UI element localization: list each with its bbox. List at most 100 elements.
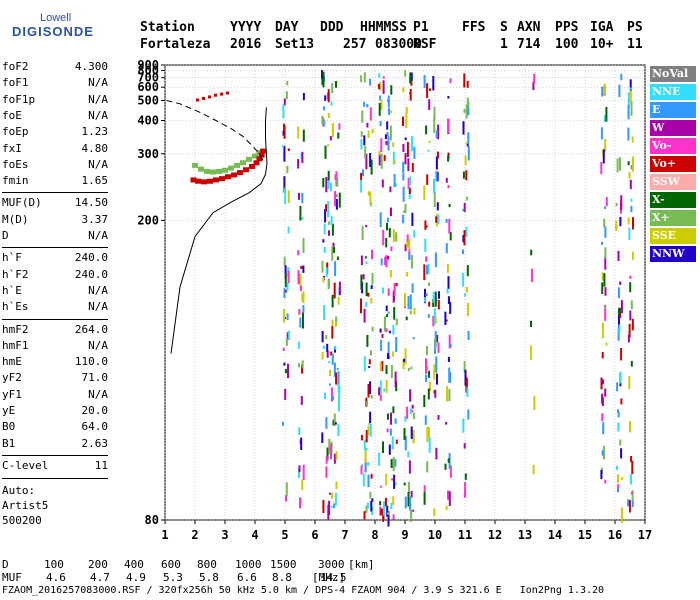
- interference-mark: [301, 193, 304, 204]
- x-trace-point: [252, 153, 258, 159]
- interference-mark: [436, 151, 439, 159]
- interference-mark: [435, 130, 438, 139]
- interference-mark: [630, 456, 633, 463]
- interference-mark: [603, 83, 606, 95]
- interference-mark: [395, 336, 398, 353]
- interference-mark: [333, 247, 335, 253]
- interference-mark: [383, 316, 386, 332]
- interference-mark: [449, 231, 452, 241]
- header-label: FFS: [462, 20, 486, 35]
- param-name: MUF(D): [2, 196, 42, 210]
- legend-item: SSE: [650, 228, 696, 244]
- header-label: P1: [413, 20, 429, 35]
- interference-mark: [425, 293, 428, 297]
- interference-mark: [616, 465, 618, 470]
- interference-mark: [334, 174, 337, 180]
- x-trace-point: [222, 167, 228, 173]
- interference-mark: [425, 125, 428, 135]
- param-row: hmF2 264.0: [2, 323, 108, 338]
- interference-mark: [327, 89, 330, 103]
- interference-mark: [379, 121, 382, 127]
- interference-mark: [631, 251, 634, 260]
- interference-mark: [383, 388, 386, 392]
- interference-mark: [409, 496, 412, 511]
- interference-mark: [616, 382, 619, 392]
- param-value: 264.0: [74, 322, 108, 336]
- x-trace-point: [234, 162, 240, 168]
- interference-mark: [627, 92, 630, 108]
- interference-mark: [298, 467, 300, 478]
- interference-mark: [330, 443, 332, 460]
- interference-mark: [436, 202, 439, 211]
- interference-mark: [389, 125, 392, 141]
- interference-mark: [620, 348, 623, 361]
- interference-mark: [297, 341, 300, 349]
- param-name: foF1p: [2, 92, 36, 106]
- param-row: fmin 1.65: [2, 174, 108, 189]
- interference-mark: [433, 191, 436, 207]
- interference-mark: [282, 309, 285, 323]
- interference-mark: [364, 448, 367, 463]
- interference-mark: [299, 497, 301, 509]
- interference-mark: [323, 106, 325, 111]
- interference-mark: [381, 334, 384, 338]
- o-trace-point: [201, 179, 207, 185]
- interference-mark: [466, 302, 469, 317]
- o-trace-point: [243, 167, 249, 173]
- interference-mark: [410, 426, 413, 439]
- interference-mark: [629, 310, 632, 321]
- interference-mark: [392, 142, 395, 147]
- interference-mark: [392, 351, 395, 357]
- y-tick-label: 500: [137, 94, 159, 108]
- interference-mark: [283, 288, 286, 299]
- interference-mark: [432, 291, 435, 303]
- interference-mark: [360, 139, 363, 150]
- interference-mark: [378, 84, 380, 90]
- interference-mark: [383, 155, 386, 161]
- interference-mark: [629, 87, 632, 90]
- interference-mark: [533, 73, 536, 84]
- auto-line: Artist5: [2, 499, 49, 512]
- interference-mark: [426, 265, 429, 275]
- param-row: D N/A: [2, 229, 108, 244]
- interference-mark: [386, 222, 388, 231]
- interference-mark: [367, 383, 370, 398]
- interference-mark: [426, 461, 429, 473]
- interference-mark: [406, 142, 409, 157]
- y-tick-label: 300: [137, 147, 159, 161]
- interference-mark: [370, 297, 373, 304]
- interference-mark: [618, 313, 620, 330]
- legend-item: NoVal: [650, 66, 696, 82]
- interference-mark: [412, 429, 415, 444]
- grid: 1 2 3 4 5 6 7 8 9 10 11 12 13 14 15 16 17802003004005006…: [137, 58, 652, 542]
- interference-mark: [363, 439, 366, 451]
- param-name: C-level: [2, 458, 49, 472]
- muf-d-value: 100: [44, 558, 64, 571]
- interference-mark: [393, 307, 396, 320]
- interference-mark: [321, 432, 324, 443]
- interference-mark: [403, 428, 406, 440]
- interference-mark: [447, 490, 449, 500]
- interference-mark: [428, 437, 431, 453]
- param-value: N/A: [88, 108, 108, 122]
- interference-mark: [365, 430, 368, 443]
- muf-d-value: 800: [197, 558, 217, 571]
- interference-mark: [390, 246, 393, 252]
- interference-mark: [438, 291, 440, 299]
- interference-mark: [392, 465, 395, 469]
- interference-mark: [402, 161, 405, 174]
- interference-mark: [360, 255, 363, 266]
- muf-d-value: 200: [88, 558, 108, 571]
- interference-mark: [385, 141, 388, 146]
- interference-mark: [287, 330, 290, 339]
- header-value: 714: [517, 37, 541, 52]
- interference-mark: [331, 294, 334, 308]
- interference-mark: [335, 481, 338, 490]
- interference-mark: [627, 127, 630, 141]
- interference-mark: [365, 282, 368, 297]
- interference-mark: [287, 226, 290, 234]
- param-row: h`F 240.0: [2, 251, 108, 266]
- interference-mark: [379, 380, 382, 394]
- interference-mark: [363, 72, 366, 83]
- interference-mark: [371, 249, 373, 260]
